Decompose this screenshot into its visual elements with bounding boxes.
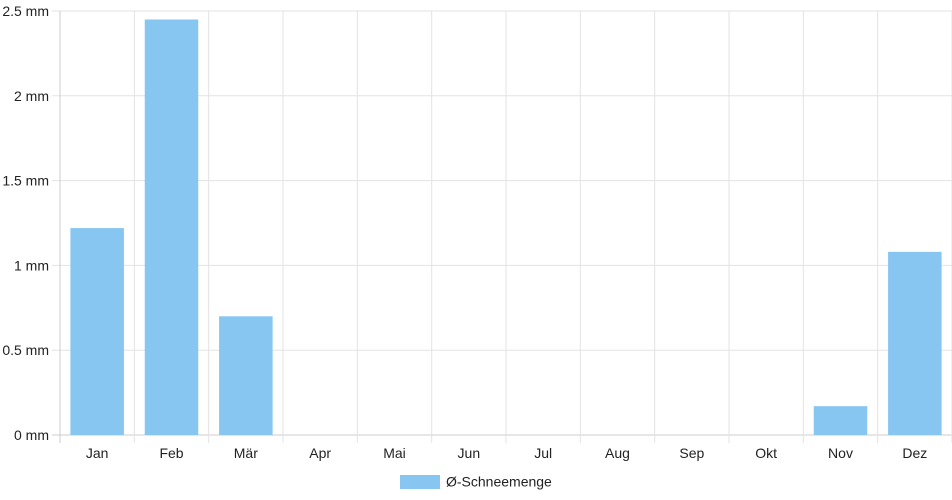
x-tick-label: Mai — [383, 445, 406, 461]
bar-Dez[interactable] — [888, 251, 942, 435]
bar-Nov[interactable] — [813, 406, 868, 435]
x-tick-label: Okt — [755, 445, 777, 461]
x-tick-label: Sep — [679, 445, 704, 461]
grid — [52, 10, 952, 443]
legend-label[interactable]: Ø-Schneemenge — [446, 474, 552, 490]
x-tick-label: Nov — [828, 445, 853, 461]
legend-swatch[interactable] — [400, 475, 440, 489]
y-tick-label: 0.5 mm — [2, 342, 49, 358]
y-tick-label: 2.5 mm — [2, 3, 49, 19]
y-tick-label: 1 mm — [14, 257, 49, 273]
x-tick-label: Jan — [86, 445, 109, 461]
x-tick-label: Feb — [159, 445, 183, 461]
axes: 0 mm 0.5 mm 1 mm 1.5 mm 2 mm 2.5 mm Jan Feb Mär A… — [2, 3, 927, 461]
x-tick-label: Mär — [234, 445, 258, 461]
x-tick-label: Aug — [605, 445, 630, 461]
y-tick-label: 0 mm — [14, 427, 49, 443]
x-tick-label: Apr — [309, 445, 331, 461]
bar-Feb[interactable] — [144, 19, 199, 435]
x-tick-label: Dez — [902, 445, 927, 461]
y-tick-label: 1.5 mm — [2, 173, 49, 189]
bar-Jan[interactable] — [70, 228, 124, 435]
y-tick-label: 2 mm — [14, 88, 49, 104]
legend[interactable]: Ø-Schneemenge — [400, 474, 552, 490]
bars — [70, 19, 942, 435]
bar-Mär[interactable] — [219, 316, 273, 435]
x-tick-label: Jun — [458, 445, 481, 461]
x-tick-label: Jul — [534, 445, 552, 461]
